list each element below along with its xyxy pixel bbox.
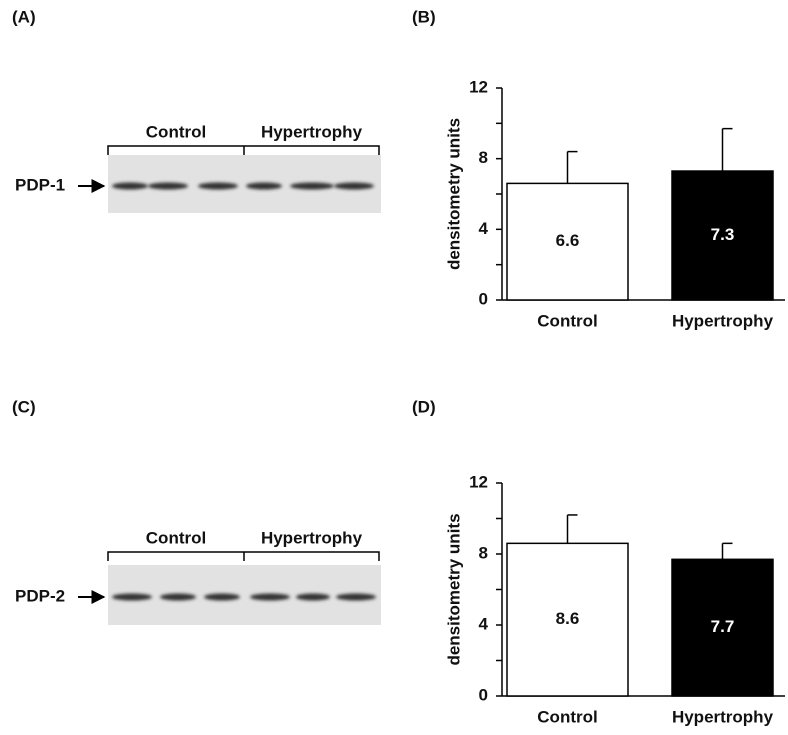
y-tick-label: 4 xyxy=(479,219,489,238)
x-tick-label: Hypertrophy xyxy=(672,707,774,726)
blot-band xyxy=(160,594,196,601)
x-tick-label: Control xyxy=(537,707,597,726)
blot-band xyxy=(250,594,290,601)
group-label: Control xyxy=(146,122,206,141)
blot-band xyxy=(296,594,330,601)
panel-label: (B) xyxy=(412,7,436,26)
blot-band xyxy=(334,183,374,190)
panel-label: (A) xyxy=(12,7,36,26)
bar-value-label: 6.6 xyxy=(556,231,580,250)
bar-value-label: 8.6 xyxy=(556,609,580,628)
group-label: Hypertrophy xyxy=(261,528,363,547)
bar-value-label: 7.3 xyxy=(711,225,735,244)
page: {"blots": [ {"panel": "(A)", "protein": … xyxy=(0,0,788,735)
y-tick-label: 12 xyxy=(469,472,488,491)
y-tick-label: 0 xyxy=(479,685,488,704)
blot-band xyxy=(198,183,238,190)
blot-band xyxy=(336,594,376,601)
group-label: Hypertrophy xyxy=(261,122,363,141)
blot-band xyxy=(246,183,282,190)
x-tick-label: Control xyxy=(537,311,597,330)
figure: (A) Control Hypertrophy PDP-1 (C) Control Hype… xyxy=(0,0,788,735)
protein-label: PDP-2 xyxy=(15,586,65,605)
y-tick-label: 0 xyxy=(479,289,488,308)
y-tick-label: 12 xyxy=(469,77,488,96)
y-tick-label: 8 xyxy=(479,543,488,562)
blot-band xyxy=(148,183,188,190)
blot-band xyxy=(290,183,334,190)
group-bracket xyxy=(108,552,379,561)
blot-band xyxy=(112,594,152,601)
bar-value-label: 7.7 xyxy=(711,617,735,636)
panel-label: (C) xyxy=(12,397,36,416)
panel-label: (D) xyxy=(412,397,436,416)
blot-band xyxy=(112,183,148,190)
x-tick-label: Hypertrophy xyxy=(672,311,774,330)
y-axis-title: densitometry units xyxy=(444,513,463,665)
group-label: Control xyxy=(146,528,206,547)
y-axis-title: densitometry units xyxy=(444,118,463,270)
group-bracket xyxy=(108,146,379,155)
blot-band xyxy=(204,594,240,601)
protein-label: PDP-1 xyxy=(15,175,65,194)
y-tick-label: 8 xyxy=(479,148,488,167)
y-tick-label: 4 xyxy=(479,614,489,633)
